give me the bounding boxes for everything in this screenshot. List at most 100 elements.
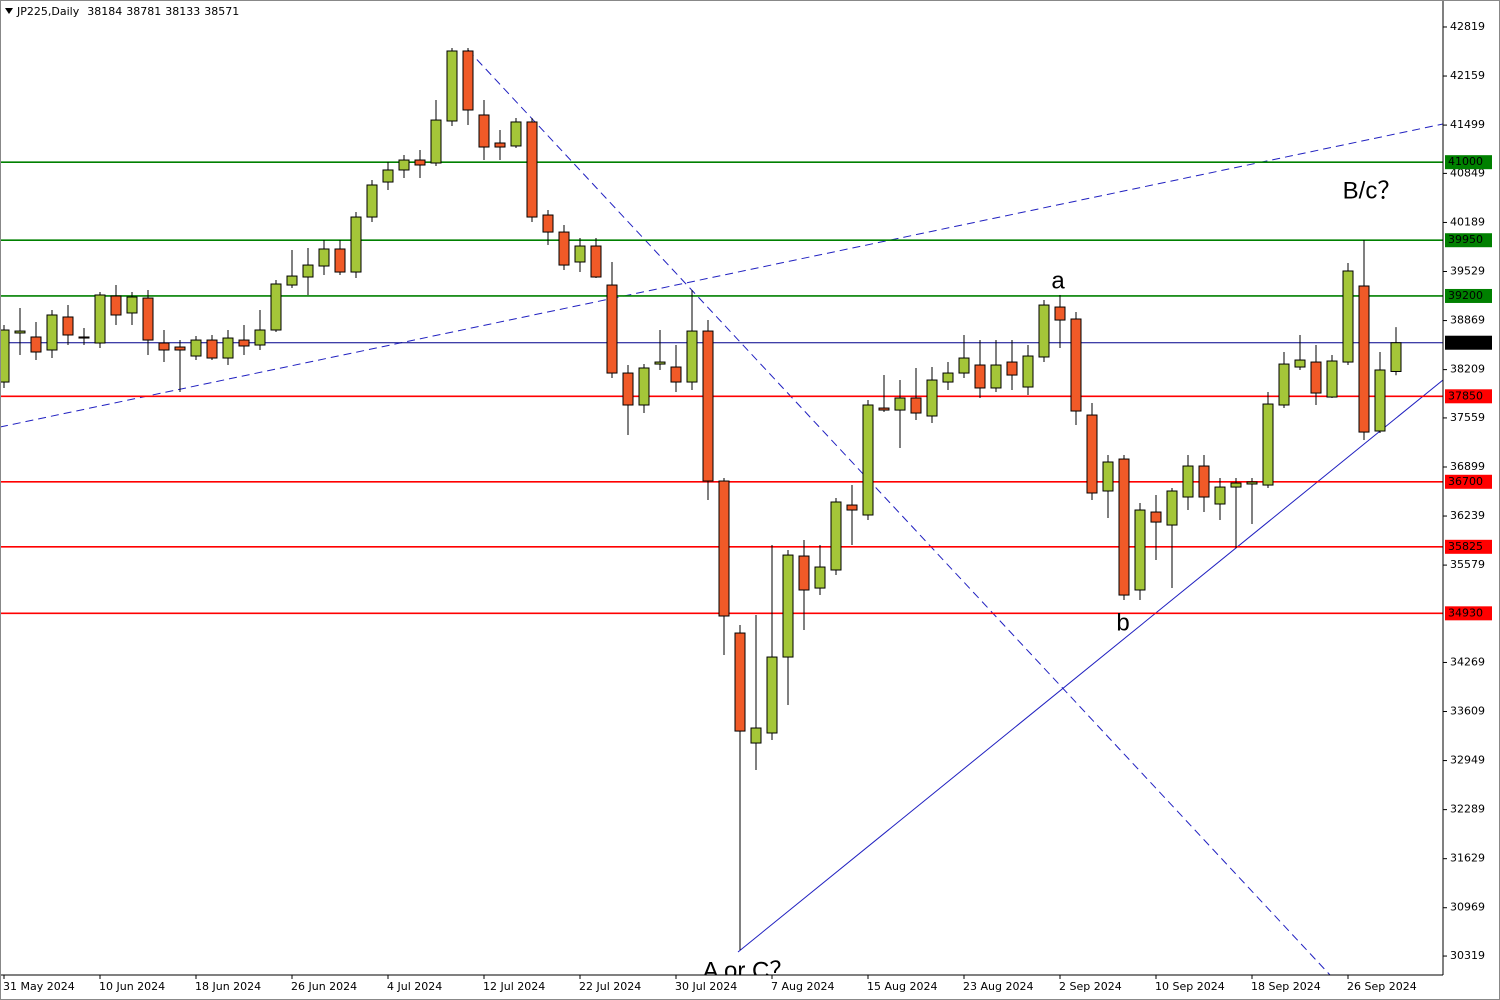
annotation: b — [1116, 609, 1129, 636]
candle-body — [958, 357, 970, 374]
y-tick-label: 36899 — [1450, 460, 1485, 473]
y-tick-label: 32949 — [1450, 754, 1485, 767]
candle-body — [734, 632, 746, 732]
candle-body — [622, 372, 634, 406]
candle-body — [1054, 306, 1066, 321]
y-tick-label: 42159 — [1450, 69, 1485, 82]
candle-body — [350, 216, 362, 273]
candle-body — [910, 397, 922, 414]
candle-body — [526, 121, 538, 218]
candle-body — [782, 554, 794, 658]
candle-body — [1230, 482, 1242, 488]
x-tick-label: 10 Jun 2024 — [99, 980, 165, 993]
candle-body — [1182, 465, 1194, 498]
x-tick-label: 26 Jun 2024 — [291, 980, 357, 993]
candle-body — [1022, 355, 1034, 388]
candle-body — [190, 339, 202, 357]
candle-body — [142, 297, 154, 341]
annotation: A or C？ — [703, 957, 794, 984]
x-tick-label: 26 Sep 2024 — [1347, 980, 1417, 993]
candle-body — [174, 346, 186, 351]
level-line-label: 39200 — [1448, 289, 1483, 302]
level-line-label: 39950 — [1448, 233, 1483, 246]
level-line-label-bg — [1445, 389, 1492, 404]
candle-body — [1326, 360, 1338, 398]
level-line-label: 37850 — [1448, 389, 1483, 402]
candle-body — [478, 114, 490, 148]
candle-body — [510, 121, 522, 147]
y-tick-label: 34269 — [1450, 655, 1485, 668]
candle-body — [462, 50, 474, 111]
candle-body — [798, 555, 810, 591]
candle-body — [254, 329, 266, 346]
candle-body — [1278, 363, 1290, 406]
x-tick-label: 15 Aug 2024 — [867, 980, 937, 993]
candle-body — [46, 314, 58, 351]
x-tick-label: 18 Jun 2024 — [195, 980, 261, 993]
candle-body — [862, 404, 874, 516]
y-tick-label: 38209 — [1450, 363, 1485, 376]
menu-arrow — [5, 8, 13, 14]
x-tick-label: 23 Aug 2024 — [963, 980, 1033, 993]
level-line-label: 34930 — [1448, 606, 1483, 619]
chart-header: JP225,Daily — [16, 5, 80, 18]
level-line-label-bg — [1445, 539, 1492, 554]
candle-body — [494, 142, 506, 148]
x-tick-label: 7 Aug 2024 — [771, 980, 834, 993]
header-value: 38571 — [204, 5, 239, 18]
y-tick-label: 37559 — [1450, 411, 1485, 424]
candle-body — [270, 283, 282, 331]
x-tick-label: 2 Sep 2024 — [1059, 980, 1122, 993]
x-tick-label: 31 May 2024 — [3, 980, 75, 993]
candle-body — [14, 330, 26, 334]
y-tick-label: 35579 — [1450, 558, 1485, 571]
level-line-label: 35825 — [1448, 540, 1483, 553]
candle-body — [654, 361, 666, 365]
annotation: B/c？ — [1343, 177, 1402, 204]
y-tick-label: 30319 — [1450, 949, 1485, 962]
y-tick-label: 36239 — [1450, 509, 1485, 522]
candle-body — [830, 501, 842, 571]
header-value: 38133 — [165, 5, 200, 18]
candle-body — [1294, 359, 1306, 368]
candle-body — [62, 316, 74, 336]
candle-body — [718, 480, 730, 617]
candle-body — [1310, 361, 1322, 394]
candle-body — [686, 330, 698, 383]
candle-body — [0, 329, 10, 383]
candle-body — [398, 159, 410, 171]
y-tick-label: 30969 — [1450, 901, 1485, 914]
candle-body — [846, 504, 858, 511]
candle-body — [990, 364, 1002, 389]
candle-body — [590, 245, 602, 278]
candle-body — [94, 294, 106, 344]
candle-body — [1374, 369, 1386, 432]
x-tick-label: 4 Jul 2024 — [387, 980, 442, 993]
candle-body — [1262, 403, 1274, 486]
header-value: 38184 — [87, 5, 122, 18]
y-tick-label: 38869 — [1450, 314, 1485, 327]
y-tick-label: 39529 — [1450, 265, 1485, 278]
candle-body — [1358, 285, 1370, 433]
annotation: a — [1051, 267, 1065, 294]
candle-body — [158, 342, 170, 351]
y-tick-label: 42819 — [1450, 20, 1485, 33]
trend-line — [0, 123, 1443, 428]
x-tick-label: 18 Sep 2024 — [1251, 980, 1321, 993]
level-line-label-bg — [1445, 155, 1492, 170]
level-line-label-bg — [1445, 606, 1492, 621]
x-tick-label: 10 Sep 2024 — [1155, 980, 1225, 993]
candle-body — [542, 214, 554, 233]
candle-body — [1134, 509, 1146, 591]
candle-body — [1086, 414, 1098, 494]
x-tick-label: 12 Jul 2024 — [483, 980, 545, 993]
candle-body — [1038, 304, 1050, 358]
x-tick-label: 22 Jul 2024 — [579, 980, 641, 993]
candle-body — [206, 339, 218, 359]
y-tick-label: 41499 — [1450, 118, 1485, 131]
candle-body — [1150, 511, 1162, 523]
plot-area: a b B/c？ A or C？ — [0, 48, 1443, 984]
candle-body — [382, 169, 394, 183]
candle-body — [702, 330, 714, 482]
